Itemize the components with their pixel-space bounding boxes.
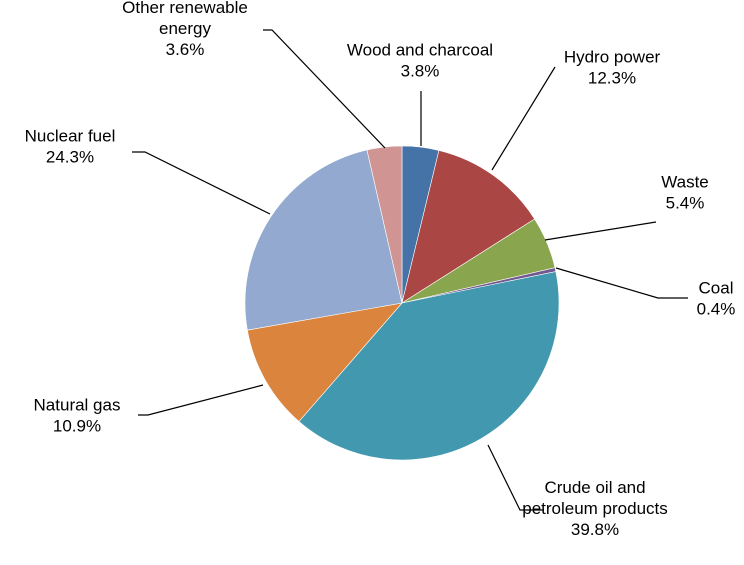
data-label-name: Waste (661, 173, 709, 192)
data-label-value: 10.9% (53, 417, 101, 436)
data-label-value: 3.8% (401, 62, 440, 81)
leader-line-hydro-power (491, 66, 556, 171)
data-label-natural-gas: Natural gas 10.9% (34, 396, 121, 436)
data-label-name: Natural gas (34, 396, 121, 415)
pie-slice-crude-oil-and-petroleum-products (298, 271, 560, 461)
data-label-value: 12.3% (588, 69, 636, 88)
leader-line-coal (555, 267, 688, 299)
data-label-nuclear-fuel: Nuclear fuel 24.3% (25, 127, 116, 167)
data-label-value: 3.6% (166, 40, 205, 59)
pie-slice-natural-gas (247, 302, 403, 422)
data-label-waste: Waste 5.4% (661, 173, 709, 213)
data-label-wood-and-charcoal: Wood and charcoal 3.8% (347, 41, 493, 81)
leader-line-crude-oil-and-petroleum-products (487, 444, 544, 511)
leader-line-natural-gas (138, 384, 264, 416)
data-label-name: Wood and charcoal (347, 41, 493, 60)
data-label-name: petroleum products (522, 499, 668, 518)
data-label-name: Other renewable (122, 0, 248, 17)
data-label-name: energy (159, 19, 211, 38)
data-label-crude-oil-and-petroleum-products: Crude oil and petroleum products 39.8% (522, 478, 668, 539)
data-label-value: 5.4% (666, 194, 705, 213)
data-label-coal: Coal 0.4% (697, 279, 736, 319)
data-label-name: Nuclear fuel (25, 127, 116, 146)
data-label-hydro-power: Hydro power 12.3% (564, 48, 661, 88)
data-label-value: 24.3% (46, 148, 94, 167)
leader-line-nuclear-fuel (132, 151, 271, 215)
pie-slice-nuclear-fuel (244, 149, 403, 331)
data-label-value: 0.4% (697, 300, 736, 319)
data-label-name: Crude oil and (544, 478, 645, 497)
leader-line-other-renewable-energy (263, 29, 386, 149)
leader-line-waste (544, 221, 657, 241)
pie-slice-hydro-power (401, 150, 536, 304)
data-label-name: Hydro power (564, 48, 661, 67)
data-label-value: 39.8% (571, 520, 619, 539)
data-label-other-renewable-energy: Other renewable energy 3.6% (122, 0, 248, 59)
data-label-name: Coal (699, 279, 734, 298)
